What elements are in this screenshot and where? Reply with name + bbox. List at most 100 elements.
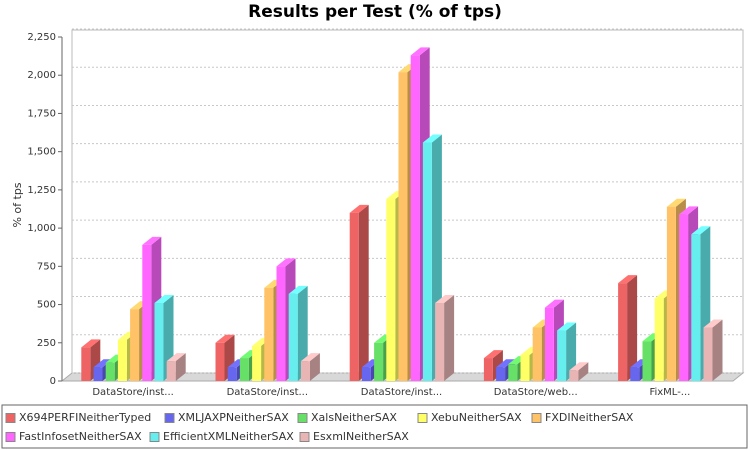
bar — [117, 339, 127, 381]
bar — [483, 358, 493, 381]
y-tick-label: 250 — [37, 338, 56, 349]
bar — [703, 327, 713, 381]
bar-side — [566, 322, 577, 381]
legend-swatch — [417, 413, 428, 423]
bar-side — [444, 295, 455, 381]
bar — [435, 303, 445, 381]
legend-swatch — [531, 413, 542, 423]
y-tick-label: 750 — [37, 261, 56, 272]
bar — [276, 266, 286, 381]
bar — [557, 330, 567, 381]
bar — [666, 206, 676, 381]
bar-top — [569, 362, 589, 371]
bar-top — [142, 236, 162, 245]
legend-label: XebuNeitherSAX — [431, 411, 522, 424]
bar — [691, 234, 701, 381]
bar-side — [175, 353, 186, 381]
bar — [154, 303, 164, 381]
x-tick-label: DataStore/inst... — [92, 387, 173, 398]
bar-top — [166, 353, 186, 362]
bar — [288, 293, 298, 381]
y-tick-label: 500 — [37, 300, 56, 311]
bar — [496, 367, 506, 381]
bar-top — [703, 319, 723, 328]
legend-label: FXDINeitherSAX — [545, 411, 634, 424]
y-tick-label: 1,250 — [27, 185, 56, 196]
bar — [264, 287, 274, 381]
bar — [422, 142, 432, 381]
bar — [81, 347, 91, 381]
legend-swatch — [299, 432, 310, 442]
legend-label: X694PERFINeitherTyped — [19, 411, 151, 424]
bar-side — [712, 319, 723, 381]
bar — [520, 355, 530, 381]
bar — [93, 367, 103, 381]
x-tick-label: DataStore/inst... — [361, 387, 442, 398]
legend-swatch — [149, 432, 160, 442]
bar-top — [666, 198, 686, 207]
y-tick-label: 2,000 — [27, 70, 56, 81]
bar-side — [578, 362, 589, 381]
y-tick-label: 1,500 — [27, 147, 56, 158]
legend-label: FastInfosetNeitherSAX — [19, 430, 142, 443]
bar-top — [483, 350, 503, 359]
bar — [361, 367, 371, 381]
legend-label: EfficientXMLNeitherSAX — [163, 430, 294, 443]
x-tick-label: DataStore/inst... — [227, 387, 308, 398]
bar-top — [215, 334, 235, 343]
y-tick-label: 1,750 — [27, 108, 56, 119]
bar — [239, 358, 249, 381]
bar — [300, 361, 310, 381]
bar-top — [276, 258, 296, 267]
bar-top — [435, 295, 455, 304]
bar — [410, 55, 420, 381]
bar-top — [410, 47, 430, 56]
x-tick-label: FixML-... — [649, 387, 690, 398]
bar — [654, 298, 664, 381]
bar — [227, 367, 237, 381]
chart-title: Results per Test (% of tps) — [248, 2, 502, 22]
bar — [679, 214, 689, 381]
bar-top — [544, 299, 564, 308]
bar-side — [627, 275, 638, 381]
bar-top — [154, 295, 174, 304]
bar-top — [691, 226, 711, 235]
bar — [630, 367, 640, 381]
bar-top — [557, 322, 577, 331]
legend-swatch — [5, 432, 16, 442]
bar — [215, 342, 225, 381]
bar — [532, 327, 542, 381]
legend — [1, 404, 748, 449]
bar-top — [679, 206, 699, 215]
legend-label: XalsNeitherSAX — [311, 411, 397, 424]
legend-swatch — [5, 413, 16, 423]
bar-side — [309, 353, 320, 381]
legend-swatch — [297, 413, 308, 423]
bar — [618, 283, 628, 381]
bar — [374, 342, 384, 381]
bar — [349, 212, 359, 381]
bar — [130, 309, 140, 381]
bar-top — [496, 359, 516, 368]
bar-side — [297, 285, 308, 381]
bar-side — [358, 204, 369, 381]
bar-top — [618, 275, 638, 284]
x-tick-label: DataStore/web... — [494, 387, 578, 398]
bar — [569, 370, 579, 381]
legend-swatch — [164, 413, 175, 423]
bar-top — [288, 285, 308, 294]
bar — [544, 307, 554, 381]
bar-top — [81, 339, 101, 348]
y-tick-label: 2,250 — [27, 32, 56, 43]
bar — [252, 345, 262, 381]
bar — [386, 199, 396, 381]
bar — [398, 72, 408, 382]
y-axis-label: % of tps — [11, 182, 24, 227]
y-tick-label: 1,000 — [27, 223, 56, 234]
legend-label: EsxmlNeitherSAX — [313, 430, 409, 443]
bar — [142, 244, 152, 381]
bar — [105, 362, 115, 381]
bar-top — [300, 353, 320, 362]
bar-top — [349, 204, 369, 213]
